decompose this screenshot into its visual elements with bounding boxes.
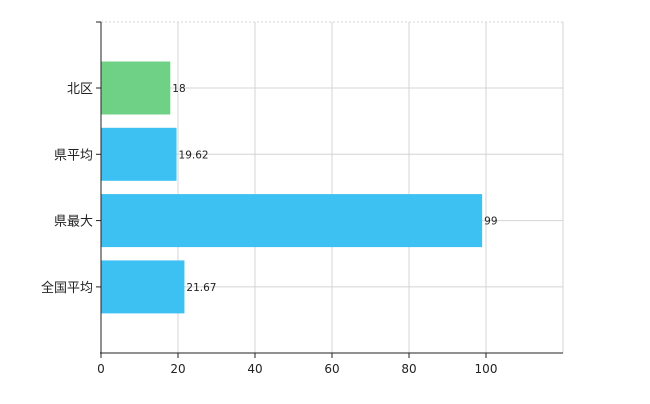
bar-2 [101, 127, 177, 181]
axes [96, 21, 563, 358]
category-label-2: 県平均 [54, 148, 93, 163]
category-label-1: 北区 [67, 82, 93, 97]
data-label-3: 99 [484, 216, 497, 228]
labels: 18 北区 19.62 県平均 99 県最大 21.67 全国平均 0 20 40 60 80 100 [41, 82, 498, 376]
data-label-1: 18 [172, 83, 185, 95]
data-label-4: 21.67 [186, 282, 216, 294]
bar-1 [101, 61, 171, 115]
category-label-3: 県最大 [54, 215, 93, 230]
category-label-4: 全国平均 [41, 280, 93, 296]
bar-4 [101, 260, 185, 314]
bar-3 [101, 194, 483, 248]
x-tick-label-40: 40 [247, 362, 262, 376]
bars [101, 61, 483, 314]
x-tick-label-80: 80 [401, 362, 416, 376]
x-tick-label-60: 60 [324, 362, 339, 376]
x-tick-label-20: 20 [170, 362, 185, 376]
x-tick-label-100: 100 [475, 362, 498, 376]
x-tick-label-0: 0 [97, 362, 105, 376]
data-label-2: 19.62 [179, 149, 209, 161]
